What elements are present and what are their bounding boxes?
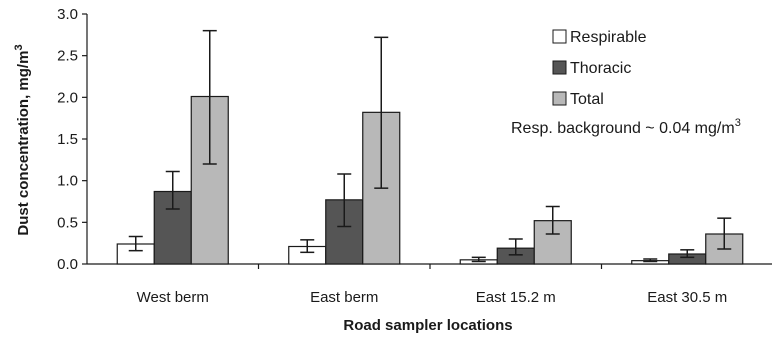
legend-label-total: Total [570,91,604,108]
x-tick-label: East 30.5 m [647,289,727,306]
legend-label-respirable: Respirable [570,29,647,46]
x-tick-label: West berm [137,289,209,306]
y-tick-label: 2.0 [57,89,78,106]
y-tick-label: 3.0 [57,6,78,23]
legend-swatch-respirable [552,29,567,44]
y-axis-title: Dust concentration, mg/m3 [13,44,32,235]
legend: Respirable Thoracic Total [552,29,647,108]
x-axis-title: Road sampler locations [343,317,512,334]
y-tick-label: 0.0 [57,256,78,273]
legend-swatch-thoracic [552,60,567,75]
y-tick-label: 1.0 [57,173,78,190]
background-annotation: Resp. background ~ 0.04 mg/m3 [511,117,741,137]
x-tick-label: East berm [310,289,378,306]
y-tick-label: 1.5 [57,131,78,148]
legend-label-thoracic: Thoracic [570,60,631,77]
plot-area: 0.0 0.5 1.0 1.5 2.0 2.5 3.0 West berm East berm E… [57,6,772,306]
x-tick-label: East 15.2 m [476,289,556,306]
y-tick-label: 2.5 [57,48,78,65]
legend-swatch-total [552,91,567,106]
y-tick-label: 0.5 [57,214,78,231]
